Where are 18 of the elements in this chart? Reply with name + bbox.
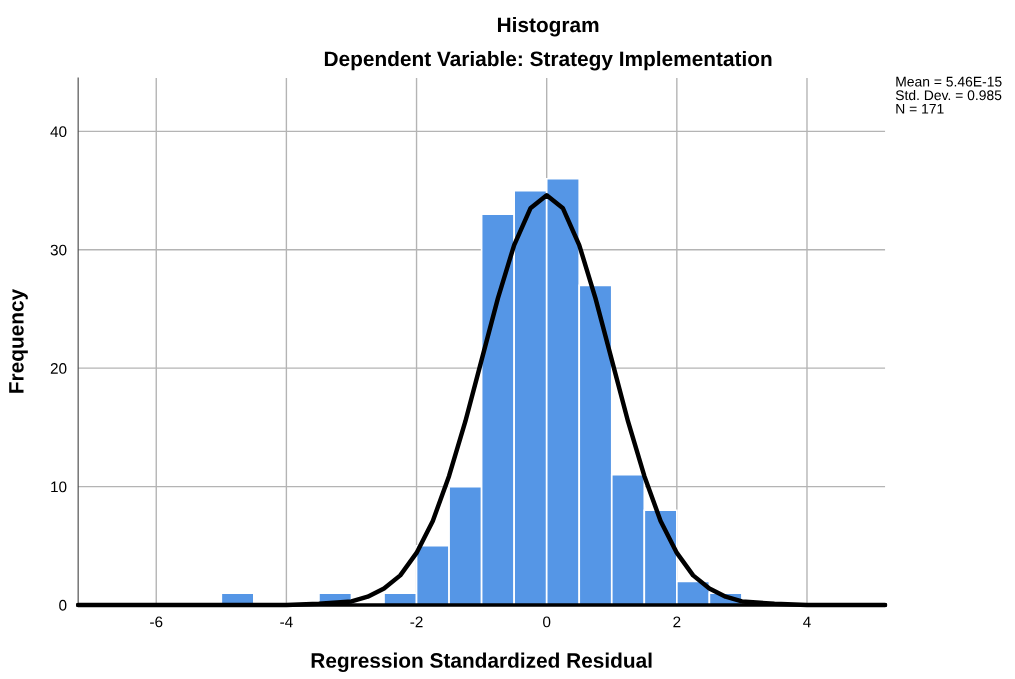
- x-axis-title: Regression Standardized Residual: [311, 652, 652, 673]
- y-tick-label: 10: [51, 481, 67, 493]
- x-tick-label: -6: [150, 616, 163, 628]
- y-tick-label: 30: [50, 244, 67, 256]
- x-tick-label: 0: [543, 616, 551, 628]
- chart-title: Histogram: [497, 16, 599, 37]
- x-tick-label: -4: [280, 616, 293, 628]
- x-tick-label: -2: [410, 616, 423, 628]
- text: Mean = 5.46E-15: [896, 76, 1002, 87]
- chart-subtitle: Dependent Variable: Strategy Implementation: [324, 50, 772, 71]
- x-tick-label: 2: [673, 616, 681, 628]
- y-tick-label: 0: [59, 599, 67, 611]
- text: N = 171: [896, 104, 944, 114]
- y-tick-label: 40: [50, 126, 67, 138]
- text: Std. Dev. = 0.985: [895, 89, 1002, 101]
- y-tick-label: 20: [50, 363, 67, 374]
- x-tick-label: 4: [803, 616, 811, 628]
- y-axis-title: Frequency: [9, 288, 28, 393]
